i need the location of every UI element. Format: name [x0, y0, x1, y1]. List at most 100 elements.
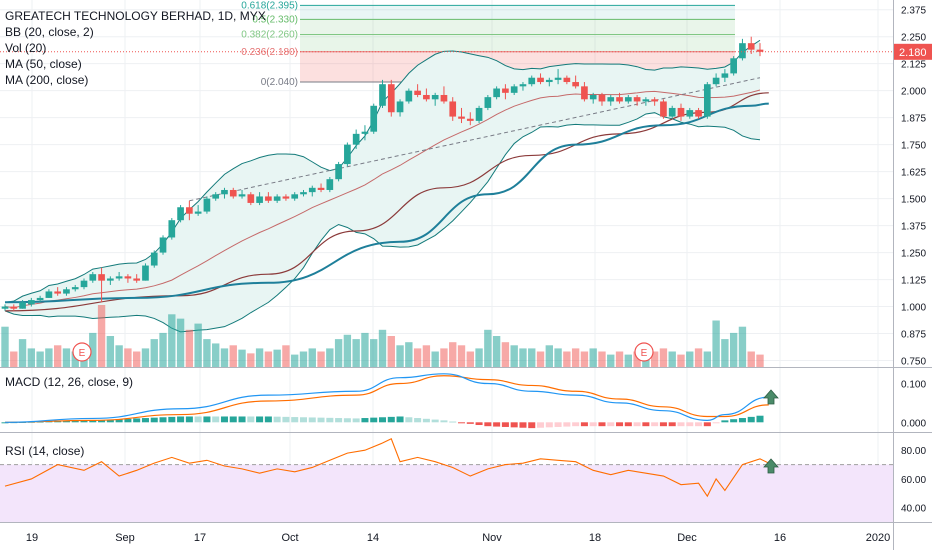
candle-body: [660, 101, 667, 117]
candle-body: [475, 107, 483, 121]
time-axis-tick: 19: [26, 532, 38, 544]
candle-body: [221, 189, 228, 195]
candle-body: [651, 99, 658, 102]
candle-body: [159, 237, 167, 253]
price-axis-tick: 2.000: [901, 87, 926, 98]
ma200-line: [4, 92, 769, 312]
volume-bar: [176, 318, 185, 367]
macd-histogram-bar: [431, 419, 439, 423]
macd-histogram-bar: [642, 422, 650, 427]
macd-histogram-bar: [668, 422, 676, 427]
candle-body: [537, 77, 544, 83]
volume-bar: [668, 351, 676, 367]
fib-level-label: 0(2.040): [261, 77, 298, 88]
volume-bar: [352, 339, 360, 367]
macd-histogram-bar: [168, 416, 176, 423]
time-axis-tick: 16: [774, 532, 786, 544]
macd-histogram-bar: [256, 416, 264, 423]
price-axis-tick: 0.875: [901, 330, 926, 341]
macd-histogram-bar: [616, 422, 624, 427]
candle-body: [695, 110, 702, 117]
volume-bar: [159, 332, 167, 367]
fib-level-label: 0.5(2.330): [252, 14, 298, 25]
volume-bar: [255, 348, 264, 367]
candle-body: [756, 49, 764, 52]
candle-body: [28, 300, 35, 305]
candle-body: [63, 289, 70, 294]
macd-histogram-bar: [343, 418, 351, 423]
candle-body: [361, 131, 369, 134]
candle-body: [712, 77, 720, 85]
legend-vol[interactable]: Vol (20): [5, 41, 47, 55]
legend-ma50[interactable]: MA (50, close): [5, 57, 82, 71]
price-axis-tick: 1.750: [901, 141, 926, 152]
candle-body: [414, 90, 421, 95]
earnings-marker-label: E: [641, 348, 648, 359]
volume-bar: [554, 348, 562, 367]
price-axis-tick: 1.875: [901, 114, 926, 125]
macd-histogram-bar: [572, 422, 580, 427]
candle-body: [317, 187, 325, 190]
volume-bar: [607, 354, 615, 367]
macd-histogram-bar: [501, 422, 509, 427]
volume-bar: [124, 348, 132, 367]
macd-histogram-bar: [633, 422, 641, 427]
macd-histogram-bar: [361, 418, 369, 423]
macd-histogram-bar: [484, 422, 492, 427]
candle-body: [10, 306, 18, 309]
volume-bar: [1, 326, 9, 367]
macd-histogram-bar: [695, 422, 703, 427]
legend-ma200[interactable]: MA (200, close): [5, 73, 89, 87]
time-axis-tick: Nov: [482, 532, 502, 544]
volume-bar: [150, 339, 158, 367]
candle-body: [133, 278, 141, 281]
volume-bar: [89, 332, 97, 367]
volume-bar: [484, 329, 492, 367]
candle-body: [344, 144, 351, 165]
volume-bar: [27, 348, 36, 367]
candle-body: [466, 118, 474, 121]
volume-bar: [238, 349, 246, 367]
candle-body: [115, 276, 123, 279]
price-axis-tick: 1.500: [901, 195, 926, 206]
volume-bar: [694, 348, 703, 367]
price-axis-tick: 2.125: [901, 60, 926, 71]
volume-bar: [659, 348, 668, 367]
candle-body: [396, 101, 404, 113]
candle-body: [703, 84, 711, 117]
macd-histogram-bar: [422, 418, 430, 423]
candle-body: [300, 192, 307, 195]
macd-histogram-bar: [537, 422, 545, 428]
price-axis-tick: 2.250: [901, 33, 926, 44]
volume-bar: [729, 332, 738, 367]
macd-histogram-bar: [54, 421, 62, 423]
volume-bar: [212, 343, 220, 367]
macd-histogram-bar: [651, 422, 659, 427]
macd-histogram-bar: [624, 422, 632, 427]
fib-zone: [300, 34, 735, 52]
legend-bb[interactable]: BB (20, close, 2): [5, 25, 94, 39]
candle-body: [265, 196, 272, 201]
price-axis-tick: 1.625: [901, 168, 926, 179]
volume-bar: [510, 345, 518, 367]
candle-body: [730, 58, 737, 74]
rsi-band: [0, 464, 893, 522]
candle-body: [80, 280, 88, 288]
candle-body: [616, 97, 623, 102]
price-axis-tick: 1.250: [901, 249, 926, 260]
volume-bar: [633, 351, 641, 367]
macd-histogram-bar: [519, 422, 527, 428]
candle-body: [493, 88, 500, 98]
macd-histogram-bar: [677, 422, 685, 427]
alert-arrow-icon: [763, 389, 779, 405]
fib-zone: [300, 5, 735, 20]
volume-bar: [194, 323, 202, 367]
candle-body: [747, 43, 755, 50]
bollinger-fill: [5, 40, 760, 332]
macd-histogram-bar: [738, 418, 746, 423]
volume-bar: [466, 351, 474, 367]
candle-body: [581, 86, 588, 100]
macd-histogram-bar: [291, 417, 299, 423]
earnings-marker: [634, 342, 654, 362]
